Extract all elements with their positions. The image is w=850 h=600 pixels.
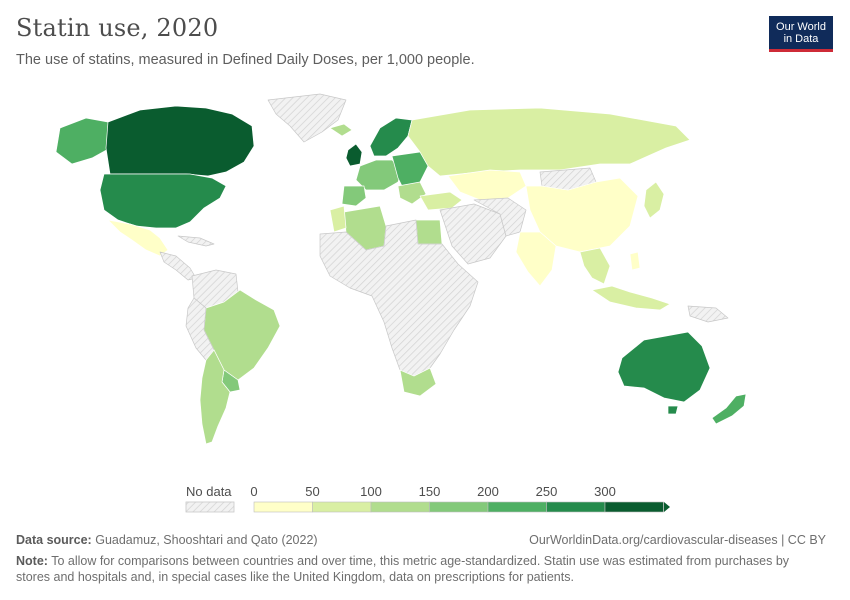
region-caribbean[interactable] bbox=[177, 235, 215, 247]
legend-bin-6[interactable] bbox=[604, 501, 664, 513]
legend-bin-2[interactable] bbox=[370, 501, 430, 513]
logo-line-1: Our World bbox=[776, 21, 826, 33]
logo-line-2: in Data bbox=[783, 33, 819, 45]
legend-bin-3[interactable] bbox=[429, 501, 489, 513]
legend-tick-0: 0 bbox=[250, 484, 257, 499]
region-canada[interactable] bbox=[105, 105, 255, 177]
region-russia[interactable] bbox=[407, 107, 691, 177]
region-morocco[interactable] bbox=[329, 205, 347, 233]
legend-tick-300: 300 bbox=[594, 484, 616, 499]
region-uk[interactable] bbox=[345, 143, 363, 167]
legend-arrow bbox=[664, 502, 670, 512]
data-source-text[interactable]: Guadamuz, Shooshtari and Qato (2022) bbox=[95, 533, 318, 547]
region-south-africa[interactable] bbox=[399, 367, 437, 397]
region-greenland[interactable] bbox=[267, 93, 347, 143]
region-turkey[interactable] bbox=[419, 191, 463, 211]
region-iberia[interactable] bbox=[341, 185, 367, 207]
chart-title: Statin use, 2020 bbox=[16, 14, 219, 42]
world-map bbox=[55, 93, 747, 445]
region-iceland[interactable] bbox=[329, 123, 353, 137]
legend-no-data-swatch bbox=[185, 501, 235, 513]
region-scandinavia[interactable] bbox=[369, 117, 413, 157]
data-source-label: Data source: bbox=[16, 533, 92, 547]
region-australia[interactable] bbox=[617, 331, 711, 403]
legend-tick-50: 50 bbox=[305, 484, 319, 499]
data-source: Data source: Guadamuz, Shooshtari and Qa… bbox=[16, 533, 318, 547]
owid-logo[interactable]: Our World in Data bbox=[769, 16, 833, 52]
region-japan[interactable] bbox=[643, 181, 665, 219]
chart-subtitle: The use of statins, measured in Defined … bbox=[16, 52, 475, 68]
region-alaska[interactable] bbox=[55, 117, 111, 165]
note-label: Note: bbox=[16, 554, 48, 568]
legend-tick-100: 100 bbox=[360, 484, 382, 499]
region-central-america[interactable] bbox=[159, 251, 197, 281]
region-philippines[interactable] bbox=[629, 251, 641, 271]
region-png[interactable] bbox=[687, 305, 729, 323]
color-legend: No data 0 50 100 150 200 250 300 bbox=[185, 484, 670, 513]
legend-bin-0[interactable] bbox=[253, 501, 313, 513]
region-tasmania[interactable] bbox=[667, 405, 679, 415]
note-text: To allow for comparisons between countri… bbox=[16, 554, 790, 584]
footer-url[interactable]: OurWorldinData.org/cardiovascular-diseas… bbox=[529, 533, 826, 547]
legend-bin-1[interactable] bbox=[312, 501, 372, 513]
region-southeast-asia[interactable] bbox=[579, 247, 611, 285]
region-usa[interactable] bbox=[99, 173, 227, 229]
region-western-europe[interactable] bbox=[355, 159, 403, 191]
region-new-zealand[interactable] bbox=[711, 393, 747, 425]
legend-tick-200: 200 bbox=[477, 484, 499, 499]
region-middle-east[interactable] bbox=[439, 203, 507, 265]
legend-tick-150: 150 bbox=[419, 484, 441, 499]
region-kazakhstan[interactable] bbox=[447, 169, 527, 201]
legend-tick-250: 250 bbox=[536, 484, 558, 499]
footer-note: Note: To allow for comparisons between c… bbox=[16, 553, 816, 585]
region-africa[interactable] bbox=[319, 219, 479, 377]
legend-no-data-label: No data bbox=[186, 484, 232, 499]
region-india[interactable] bbox=[515, 231, 557, 287]
region-indonesia[interactable] bbox=[591, 285, 671, 311]
region-balkans[interactable] bbox=[397, 181, 427, 205]
legend-bin-4[interactable] bbox=[487, 501, 547, 513]
region-egypt[interactable] bbox=[415, 219, 443, 245]
region-argentina[interactable] bbox=[199, 349, 231, 445]
legend-bin-5[interactable] bbox=[546, 501, 606, 513]
